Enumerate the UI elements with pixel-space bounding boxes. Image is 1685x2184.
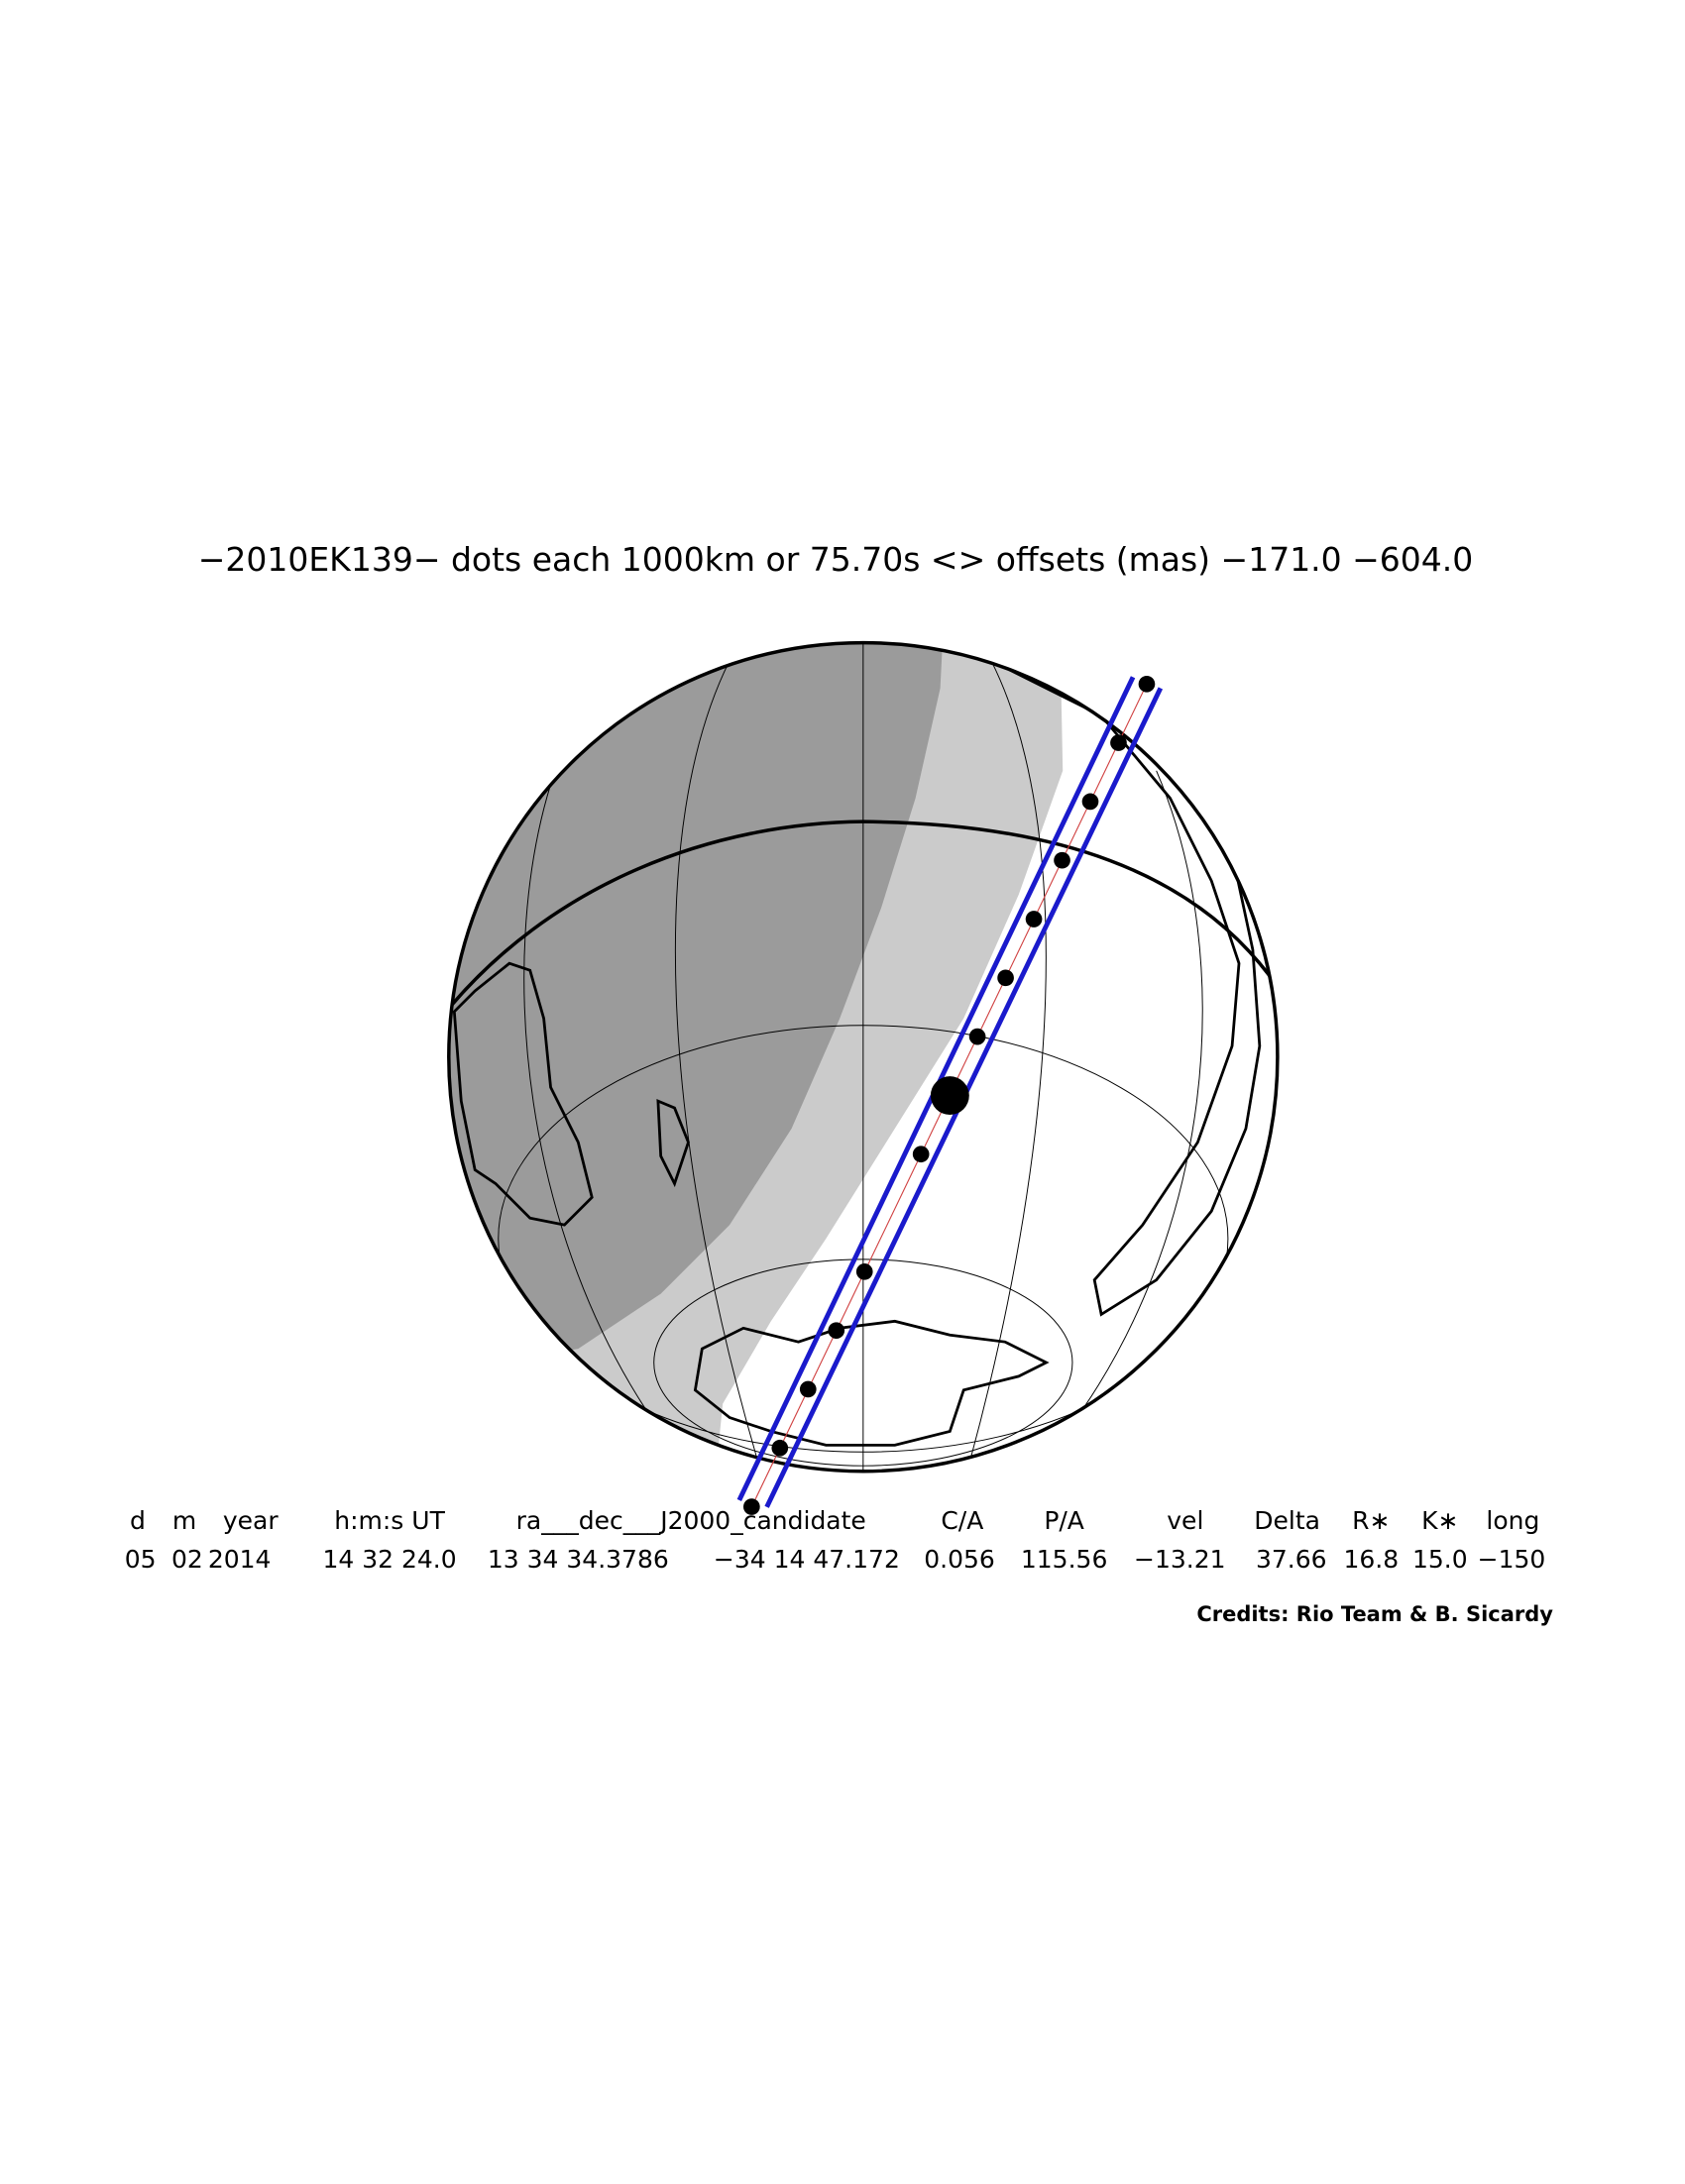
time-dot [968,1028,986,1045]
time-dot [912,1146,930,1163]
column-value: −34 14 47.172 [714,1545,900,1574]
column-header: h:m:s UT [334,1506,445,1535]
column-value: 14 32 24.0 [322,1545,456,1574]
time-dots [743,675,1156,1515]
equator [448,819,1278,1020]
time-dot [1110,734,1127,751]
time-dot [997,969,1014,987]
column-value: 16.8 [1344,1545,1400,1574]
column-header: P/A [1044,1506,1084,1535]
column-header: R∗ [1352,1506,1390,1535]
column-value: 05 [125,1545,157,1574]
time-dot [743,1498,760,1515]
column-header: d [130,1506,146,1535]
map-title: −2010EK139− dots each 1000km or 75.70s <… [198,540,1474,579]
column-value: 02 [171,1545,203,1574]
column-value: 0.056 [924,1545,995,1574]
column-value: 15.0 [1412,1545,1468,1574]
globe-limb [447,640,1280,1474]
ephemeris-table: d m year h:m:s UT ra___dec___J2000_candidate… [125,1506,1546,1574]
time-dot [771,1439,789,1457]
time-dot [1025,911,1043,928]
column-header: year [223,1506,279,1535]
column-header: K∗ [1421,1506,1458,1535]
column-value: 115.56 [1021,1545,1107,1574]
column-value: 13 34 34.3786 [488,1545,669,1574]
closest-approach-dot [930,1076,969,1116]
time-dot [799,1380,817,1398]
credits: Credits: Rio Team & B. Sicardy [1196,1602,1553,1626]
column-value: −150 [1478,1545,1546,1574]
globe [447,640,1280,1515]
column-value: 2014 [208,1545,272,1574]
time-dot [855,1263,873,1280]
column-header: C/A [941,1506,983,1535]
time-dot [1081,793,1099,811]
column-header: m [172,1506,196,1535]
graticule [498,642,1229,1472]
column-header: long [1486,1506,1539,1535]
column-header: vel [1167,1506,1203,1535]
column-value: 37.66 [1256,1545,1327,1574]
column-header: Delta [1254,1506,1320,1535]
column-value: −13.21 [1134,1545,1226,1574]
column-header: ra___dec___J2000_candidate [516,1506,866,1535]
time-dot [828,1322,845,1339]
time-dot [1054,851,1070,869]
night-zone [448,642,944,1376]
time-dot [1138,675,1156,693]
